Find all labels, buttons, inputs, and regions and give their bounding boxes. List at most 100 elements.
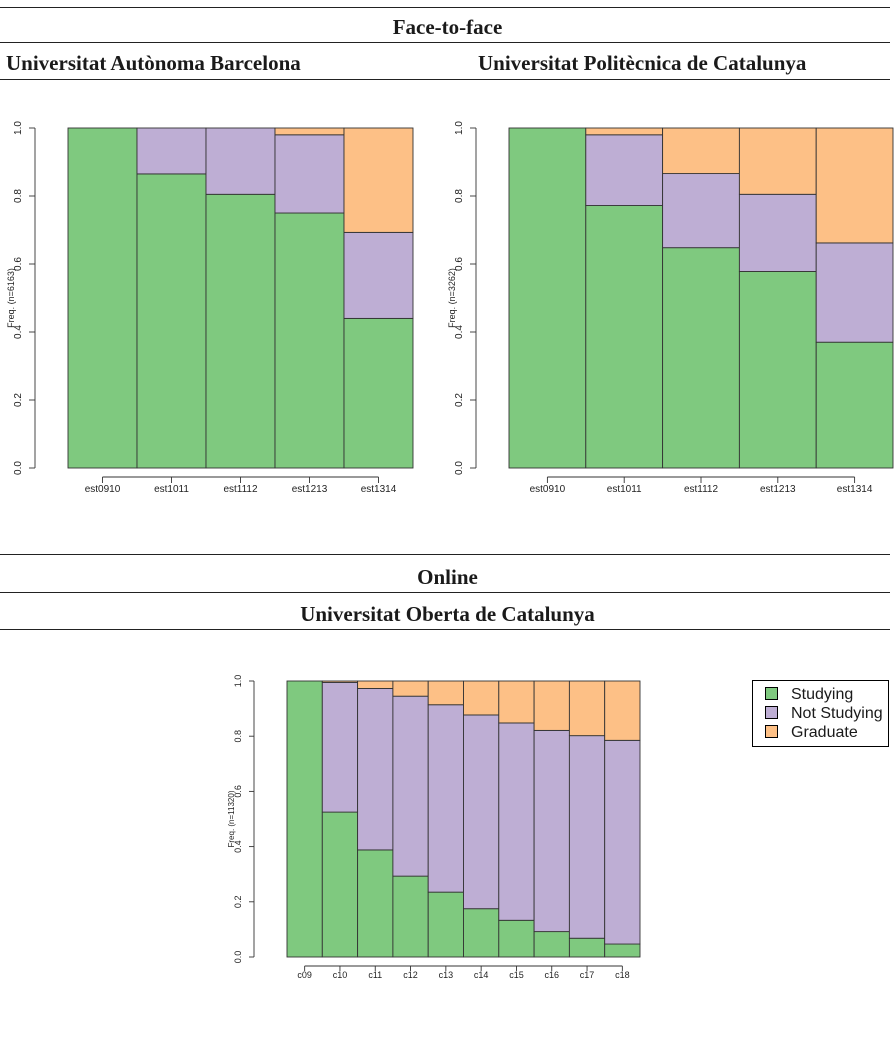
bar-not-studying-c13 <box>427 704 464 893</box>
bar-not-studying-est1011 <box>585 134 664 206</box>
section-title-face-to-face: Face-to-face <box>392 15 503 39</box>
bar-graduate-est1314 <box>343 127 414 233</box>
y-tick-label: 0.2 <box>13 393 24 407</box>
x-tick-label-est0910: est0910 <box>85 484 121 495</box>
bar-not-studying-c11 <box>357 688 394 851</box>
bar-studying-c09 <box>286 680 323 958</box>
bar-graduate-est1314 <box>815 127 894 244</box>
bar-studying-est1011 <box>136 173 207 469</box>
bar-graduate-c12 <box>392 680 429 697</box>
legend-item-not-studying: Not Studying <box>765 704 883 723</box>
y-tick-label: 0.8 <box>13 189 24 203</box>
subtitle-uoc: Universitat Oberta de Catalunya <box>300 602 595 626</box>
x-tick-label-est1314: est1314 <box>361 484 397 495</box>
x-tick-label-c12: c12 <box>403 970 418 980</box>
x-tick-label-c11: c11 <box>368 970 382 980</box>
chart-uab: 0.0 0.2 0.4 0.6 0.8 1.0 Freq. (n=6163) est0910 e… <box>6 121 414 495</box>
y-tick-label: 0.4 <box>13 325 24 339</box>
divider-top-b <box>0 42 890 43</box>
legend-swatch-studying <box>765 687 778 700</box>
bar-not-studying-est1112 <box>662 173 740 249</box>
y-tick-label: 0.6 <box>13 257 24 271</box>
bar-not-studying-c12 <box>392 695 429 877</box>
bar-graduate-c14 <box>463 680 500 716</box>
x-tick-label-c10: c10 <box>333 970 348 980</box>
x-tick-label-est1213: est1213 <box>760 484 796 495</box>
legend: Studying Not Studying Graduate <box>752 680 889 747</box>
bar-graduate-est1112 <box>662 127 740 175</box>
y-tick-label: 0.8 <box>233 730 243 743</box>
bar-graduate-c10 <box>321 680 359 683</box>
divider-top-c <box>0 79 890 80</box>
divider-mid-a <box>0 554 890 555</box>
chart-uoc: 0.0 0.2 0.4 0.6 0.8 1.0 Freq. (n=11320) c09 c10 c… <box>227 675 641 980</box>
bar-not-studying-est1314 <box>343 231 414 319</box>
x-tick-label-c18: c18 <box>615 970 630 980</box>
x-tick-label-c13: c13 <box>439 970 454 980</box>
bar-not-studying-est1213 <box>274 134 345 214</box>
x-tick-label-c09: c09 <box>297 970 312 980</box>
legend-swatch-not-studying <box>765 706 778 719</box>
divider-mid-b <box>0 592 890 593</box>
y-tick-label: 0.2 <box>233 896 243 909</box>
bar-graduate-c15 <box>498 680 535 724</box>
y-tick-label: 0.6 <box>454 257 465 271</box>
bar-studying-c17 <box>568 937 606 958</box>
section-title-online: Online <box>417 565 478 589</box>
bar-not-studying-c10 <box>321 681 359 813</box>
bar-graduate-c16 <box>533 680 570 731</box>
bar-studying-est1112 <box>205 193 276 469</box>
x-tick-label-est1112: est1112 <box>223 484 258 495</box>
bar-graduate-est1213 <box>274 127 345 136</box>
y-axis-title: Freq. (n=3262) <box>447 268 457 328</box>
bar-graduate-c17 <box>568 680 606 737</box>
y-tick-label: 0.0 <box>233 951 243 964</box>
bar-not-studying-est1213 <box>738 193 817 272</box>
x-tick-label-est1314: est1314 <box>837 484 873 495</box>
bar-not-studying-c17 <box>568 735 606 939</box>
bar-not-studying-c18 <box>604 739 641 945</box>
bar-graduate-est1213 <box>738 127 817 195</box>
y-tick-label: 1.0 <box>233 675 243 688</box>
bar-graduate-c11 <box>357 680 394 689</box>
subtitle-uab: Universitat Autònoma Barcelona <box>6 51 301 75</box>
x-tick-label-est1213: est1213 <box>292 484 328 495</box>
x-tick-label-c17: c17 <box>580 970 595 980</box>
y-tick-label: 0.0 <box>13 461 24 475</box>
bar-not-studying-c16 <box>533 729 570 933</box>
x-tick-label-est0910: est0910 <box>530 484 566 495</box>
bar-studying-c13 <box>427 891 464 958</box>
bar-graduate-c13 <box>427 680 464 706</box>
x-tick-label-c15: c15 <box>509 970 524 980</box>
bar-studying-c16 <box>533 931 570 958</box>
y-tick-label: 0.8 <box>454 189 465 203</box>
x-tick-label-est1112: est1112 <box>684 484 719 495</box>
bar-studying-est1314 <box>815 341 894 469</box>
bar-not-studying-est1011 <box>136 127 207 175</box>
y-tick-label: 0.4 <box>454 325 465 339</box>
legend-label-graduate: Graduate <box>791 724 858 741</box>
bar-studying-est1314 <box>343 317 414 469</box>
bar-studying-est1213 <box>274 212 345 469</box>
legend-swatch-graduate <box>765 725 778 738</box>
legend-item-graduate: Graduate <box>765 723 858 742</box>
legend-label-studying: Studying <box>791 686 854 703</box>
y-tick-label: 0.6 <box>233 785 243 798</box>
y-tick-label: 0.2 <box>454 393 465 407</box>
bar-studying-est1112 <box>662 247 740 469</box>
bar-studying-c18 <box>604 943 641 958</box>
bar-studying-est0910 <box>67 127 138 469</box>
y-tick-label: 0.4 <box>233 840 243 853</box>
x-tick-label-c16: c16 <box>544 970 559 980</box>
x-tick-label-est1011: est1011 <box>607 484 642 495</box>
bar-studying-c10 <box>321 811 359 958</box>
bar-not-studying-c15 <box>498 722 535 921</box>
bar-not-studying-est1314 <box>815 242 894 343</box>
x-tick-label-c14: c14 <box>474 970 489 980</box>
y-tick-label: 1.0 <box>454 121 465 135</box>
y-tick-label: 1.0 <box>13 121 24 135</box>
chart-upc: 0.0 0.2 0.4 0.6 0.8 1.0 Freq. (n=3262) est0910 e… <box>447 121 894 495</box>
bar-studying-c15 <box>498 919 535 958</box>
y-axis-title: Freq. (n=11320) <box>227 790 236 847</box>
